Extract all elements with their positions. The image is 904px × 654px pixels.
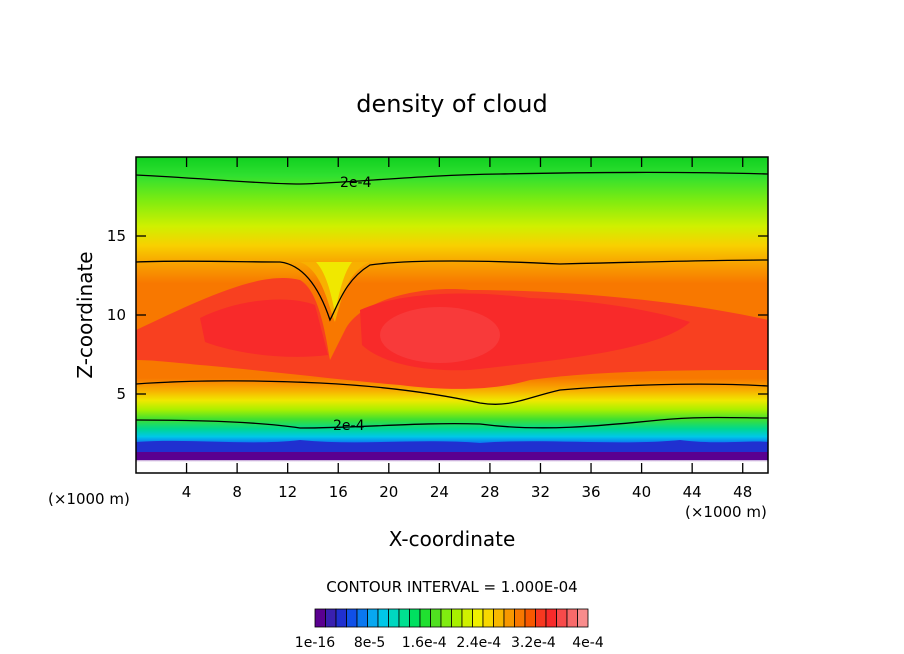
colorbar-swatch bbox=[440, 608, 452, 628]
x-tick-label: 48 bbox=[733, 483, 752, 501]
colorbar-swatch bbox=[335, 608, 347, 628]
x-tick-label: 24 bbox=[430, 483, 449, 501]
x-tick-label: 12 bbox=[278, 483, 297, 501]
colorbar-swatch bbox=[545, 608, 557, 628]
x-unit-left: (×1000 m) bbox=[48, 490, 130, 508]
colorbar-tick-label: 3.2e-4 bbox=[511, 635, 556, 651]
colorbar-tick-label: 1.6e-4 bbox=[402, 635, 447, 651]
colorbar-swatch bbox=[325, 608, 337, 628]
colorbar-tick-label: 2.4e-4 bbox=[456, 635, 501, 651]
x-unit-right: (×1000 m) bbox=[685, 503, 767, 521]
colorbar-swatch bbox=[419, 608, 431, 628]
contour-label-bottom: 2e-4 bbox=[333, 418, 365, 434]
colorbar-swatch bbox=[482, 608, 494, 628]
dip-trough-inner bbox=[316, 262, 352, 312]
ground-band bbox=[136, 449, 768, 460]
red-peak-center bbox=[380, 307, 500, 363]
colorbar-swatch bbox=[577, 608, 589, 628]
colorbar-swatch bbox=[367, 608, 379, 628]
chart-title: density of cloud bbox=[356, 90, 547, 118]
colorbar-swatch bbox=[566, 608, 578, 628]
colorbar-swatch bbox=[398, 608, 410, 628]
x-tick-label: 36 bbox=[581, 483, 600, 501]
colorbar-swatch bbox=[524, 608, 536, 628]
colorbar-swatch bbox=[430, 608, 442, 628]
plot-area bbox=[136, 157, 768, 473]
contour-interval: CONTOUR INTERVAL = 1.000E-04 bbox=[326, 578, 577, 596]
contour-lower bbox=[136, 380, 768, 405]
colorbar-swatch bbox=[356, 608, 368, 628]
x-axis-label: X-coordinate bbox=[389, 527, 516, 551]
y-tick-label: 10 bbox=[107, 306, 126, 324]
colorbar-swatch bbox=[472, 608, 484, 628]
colorbar-swatch bbox=[514, 608, 526, 628]
x-tick-label: 8 bbox=[232, 483, 242, 501]
y-tick-label: 15 bbox=[107, 227, 126, 245]
colorbar-swatch bbox=[346, 608, 358, 628]
colorbar-tick-label: 8e-5 bbox=[354, 635, 385, 651]
y-axis-label: Z-coordinate bbox=[73, 251, 97, 378]
contour-label-top: 2e-4 bbox=[340, 175, 372, 191]
contour-bottom bbox=[136, 416, 768, 429]
colorbar-swatch bbox=[535, 608, 547, 628]
x-tick-label: 20 bbox=[379, 483, 398, 501]
colorbar-swatch bbox=[461, 608, 473, 628]
colorbar-swatch bbox=[377, 608, 389, 628]
colorbar-tick-label: 1e-16 bbox=[295, 635, 335, 651]
colorbar-swatch bbox=[451, 608, 463, 628]
y-tick-label: 5 bbox=[116, 385, 126, 403]
colorbar-swatch bbox=[388, 608, 400, 628]
colorbar-swatch bbox=[493, 608, 505, 628]
x-tick-label: 44 bbox=[683, 483, 702, 501]
contour-upper bbox=[136, 259, 768, 322]
x-tick-label: 4 bbox=[182, 483, 192, 501]
colorbar-labels: 1e-16 8e-5 1.6e-4 2.4e-4 3.2e-4 4e-4 bbox=[295, 635, 604, 651]
contour-top bbox=[136, 171, 768, 185]
colorbar-swatch bbox=[556, 608, 568, 628]
colorbar bbox=[314, 608, 589, 628]
colorbar-swatch bbox=[503, 608, 515, 628]
colorbar-swatch bbox=[409, 608, 421, 628]
colorbar-tick-label: 4e-4 bbox=[572, 635, 604, 651]
ground-band-blue bbox=[136, 440, 768, 452]
contour-lines bbox=[136, 171, 768, 429]
x-tick-label: 28 bbox=[480, 483, 499, 501]
colorbar-swatch bbox=[314, 608, 326, 628]
x-tick-label: 16 bbox=[329, 483, 348, 501]
x-tick-label: 32 bbox=[531, 483, 550, 501]
red-peak-left bbox=[200, 299, 328, 357]
x-tick-label: 40 bbox=[632, 483, 651, 501]
